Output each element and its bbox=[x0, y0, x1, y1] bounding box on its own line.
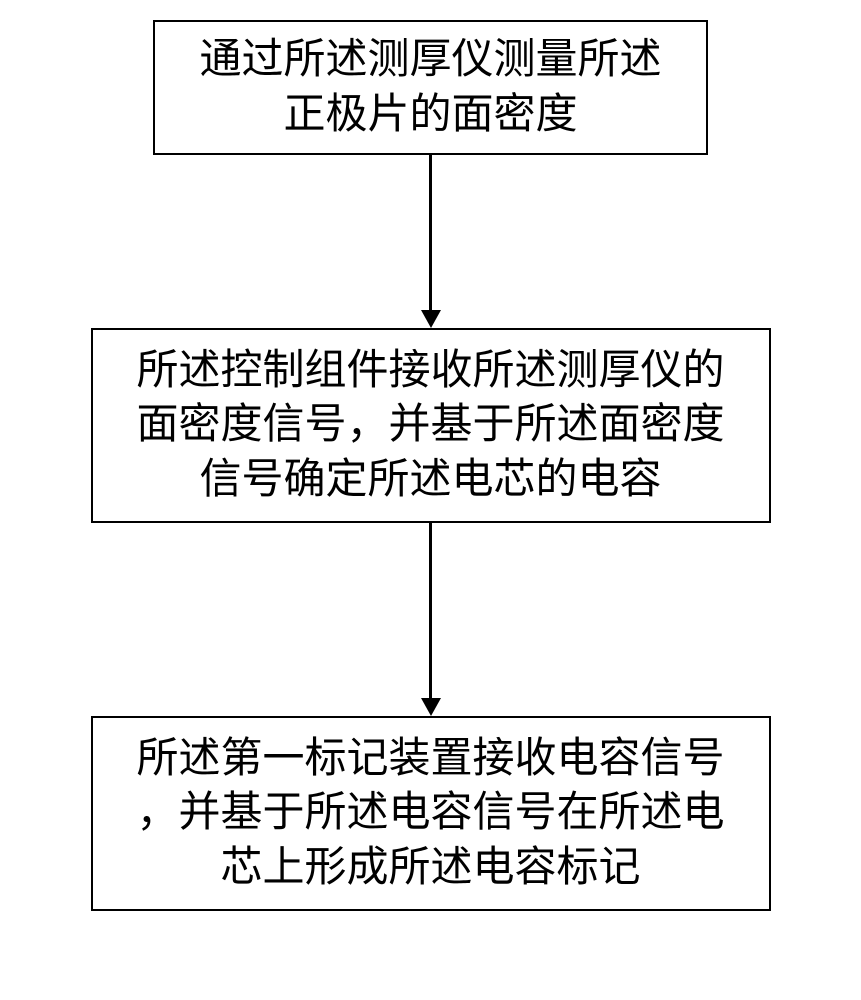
flowchart-step-3: 所述第一标记装置接收电容信号 ，并基于所述电容信号在所述电 芯上形成所述电容标记 bbox=[91, 716, 771, 911]
arrow-line bbox=[429, 155, 432, 310]
text-line: 所述控制组件接收所述测厚仪的 bbox=[136, 348, 724, 394]
text-line: 信号确定所述电芯的电容 bbox=[199, 457, 661, 503]
flowchart-container: 通过所述测厚仪测量所述 正极片的面密度 所述控制组件接收所述测厚仪的 面密度信号… bbox=[91, 20, 771, 911]
flowchart-step-3-text: 所述第一标记装置接收电容信号 ，并基于所述电容信号在所述电 芯上形成所述电容标记 bbox=[136, 732, 724, 896]
text-line: 正极片的面密度 bbox=[283, 92, 577, 138]
text-line: ，并基于所述电容信号在所述电 bbox=[136, 790, 724, 836]
text-line: 面密度信号，并基于所述面密度 bbox=[136, 402, 724, 448]
flowchart-step-1: 通过所述测厚仪测量所述 正极片的面密度 bbox=[153, 20, 708, 155]
text-line: 芯上形成所述电容标记 bbox=[220, 845, 640, 891]
flowchart-step-2-text: 所述控制组件接收所述测厚仪的 面密度信号，并基于所述面密度 信号确定所述电芯的电… bbox=[136, 344, 724, 508]
arrow-head-icon bbox=[421, 310, 441, 328]
arrow-head-icon bbox=[421, 698, 441, 716]
text-line: 通过所述测厚仪测量所述 bbox=[199, 37, 661, 83]
arrow-1 bbox=[421, 155, 441, 328]
flowchart-step-1-text: 通过所述测厚仪测量所述 正极片的面密度 bbox=[199, 33, 661, 142]
arrow-line bbox=[429, 523, 432, 698]
text-line: 所述第一标记装置接收电容信号 bbox=[136, 736, 724, 782]
arrow-2 bbox=[421, 523, 441, 716]
flowchart-step-2: 所述控制组件接收所述测厚仪的 面密度信号，并基于所述面密度 信号确定所述电芯的电… bbox=[91, 328, 771, 523]
